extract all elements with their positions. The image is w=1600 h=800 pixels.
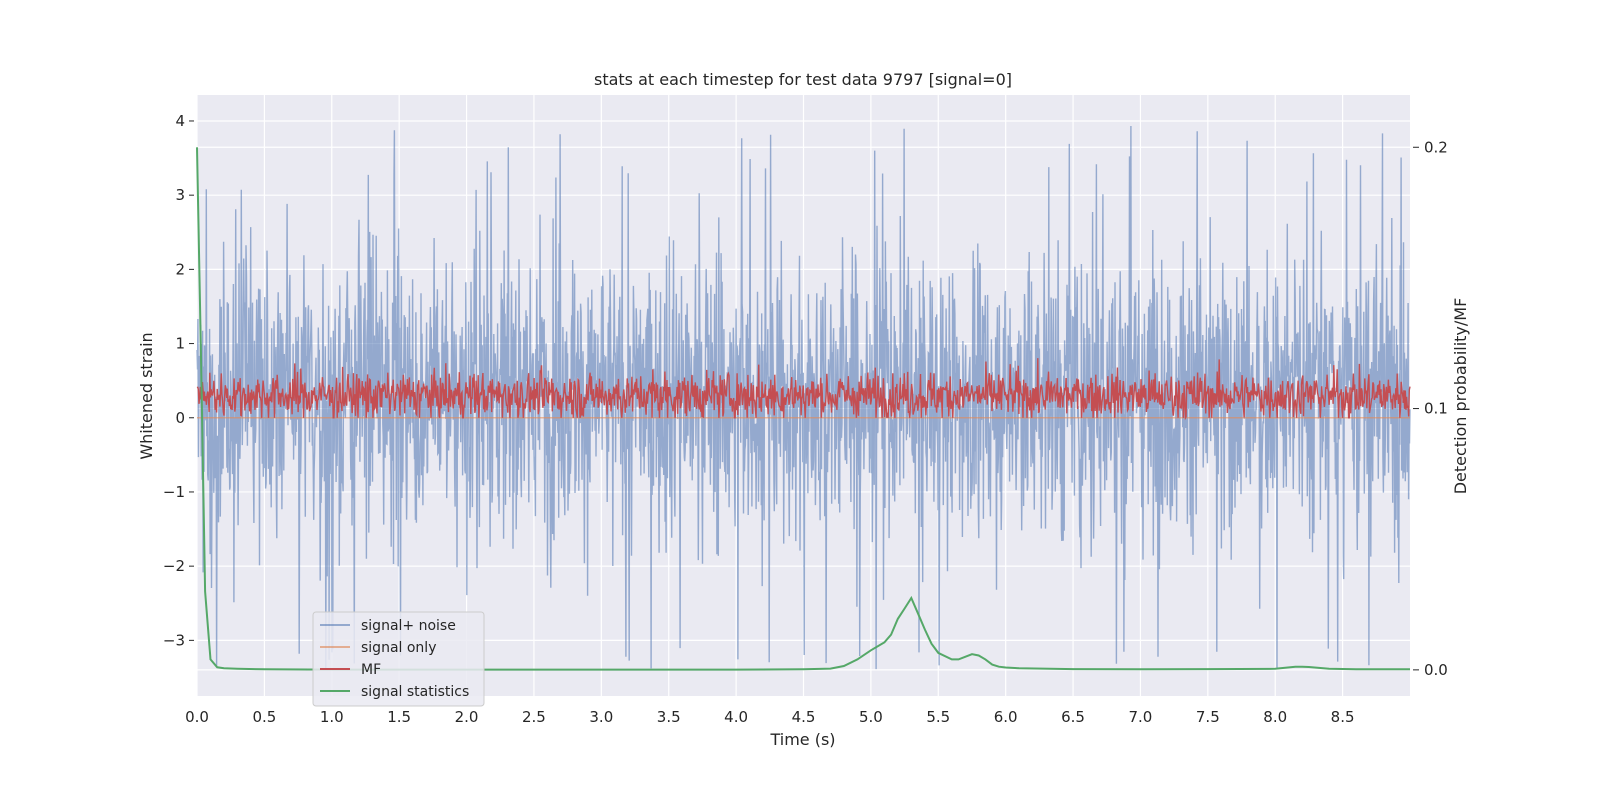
x-tick-label: 7.0 xyxy=(1129,708,1153,726)
y-tick-label: 0 xyxy=(175,409,185,427)
y2-tick-label: 0.2 xyxy=(1424,138,1448,156)
x-tick-label: 1.5 xyxy=(387,708,411,726)
y-axis-label: Whitened strain xyxy=(137,332,156,459)
y-tick-label: 3 xyxy=(175,186,185,204)
y-tick-label: 2 xyxy=(175,260,185,278)
x-axis-ticks: 0.0 0.5 1.0 1.5 2.0 2.5 3.0 3.5 4.0 4.5 5.0 5.5 6.0 6… xyxy=(185,708,1354,726)
x-tick-label: 8.0 xyxy=(1263,708,1287,726)
y-tick-label: −1 xyxy=(163,483,185,501)
x-tick-label: 6.5 xyxy=(1061,708,1085,726)
x-tick-label: 2.5 xyxy=(522,708,546,726)
x-tick-label: 5.0 xyxy=(859,708,883,726)
legend-entry: MF xyxy=(361,662,381,678)
y-axis-ticks: 4 3 2 1 0 −1 −2 −3 xyxy=(163,112,194,649)
x-tick-label: 5.5 xyxy=(926,708,950,726)
x-tick-label: 8.5 xyxy=(1331,708,1355,726)
x-tick-label: 7.5 xyxy=(1196,708,1220,726)
legend: signal+ noise signal only MF signal statist… xyxy=(312,611,485,707)
signal-statistics-line xyxy=(196,147,1410,671)
x-tick-label: 4.0 xyxy=(724,708,748,726)
legend-box xyxy=(312,611,485,707)
x-tick-label: 2.0 xyxy=(455,708,479,726)
mf-line xyxy=(196,358,1411,421)
x-tick-label: 3.5 xyxy=(657,708,681,726)
legend-entry: signal statistics xyxy=(361,684,469,700)
y2-axis-label: Detection probability/MF xyxy=(1451,298,1470,495)
series-signal-plus-noise xyxy=(196,125,1411,670)
y2-tick-label: 0.1 xyxy=(1424,400,1448,418)
legend-entry: signal+ noise xyxy=(361,618,456,634)
y-tick-label: −2 xyxy=(163,557,185,575)
x-tick-label: 0.0 xyxy=(185,708,209,726)
y2-tick-label: 0.0 xyxy=(1424,661,1448,679)
y-tick-label: 4 xyxy=(175,112,185,130)
x-tick-label: 0.5 xyxy=(252,708,276,726)
series-signal-statistics xyxy=(196,147,1410,671)
signal-plus-noise-line xyxy=(196,125,1411,670)
x-tick-label: 4.5 xyxy=(792,708,816,726)
x-tick-label: 6.0 xyxy=(994,708,1018,726)
chart-title: stats at each timestep for test data 979… xyxy=(594,70,1012,89)
legend-entry: signal only xyxy=(361,640,436,656)
y-tick-label: −3 xyxy=(163,631,185,649)
y-tick-label: 1 xyxy=(175,335,185,353)
x-axis-label: Time (s) xyxy=(769,730,835,749)
x-tick-label: 1.0 xyxy=(320,708,344,726)
series-mf xyxy=(196,358,1411,421)
y2-axis-ticks: 0.2 0.1 0.0 xyxy=(1413,138,1448,679)
x-tick-label: 3.0 xyxy=(589,708,613,726)
